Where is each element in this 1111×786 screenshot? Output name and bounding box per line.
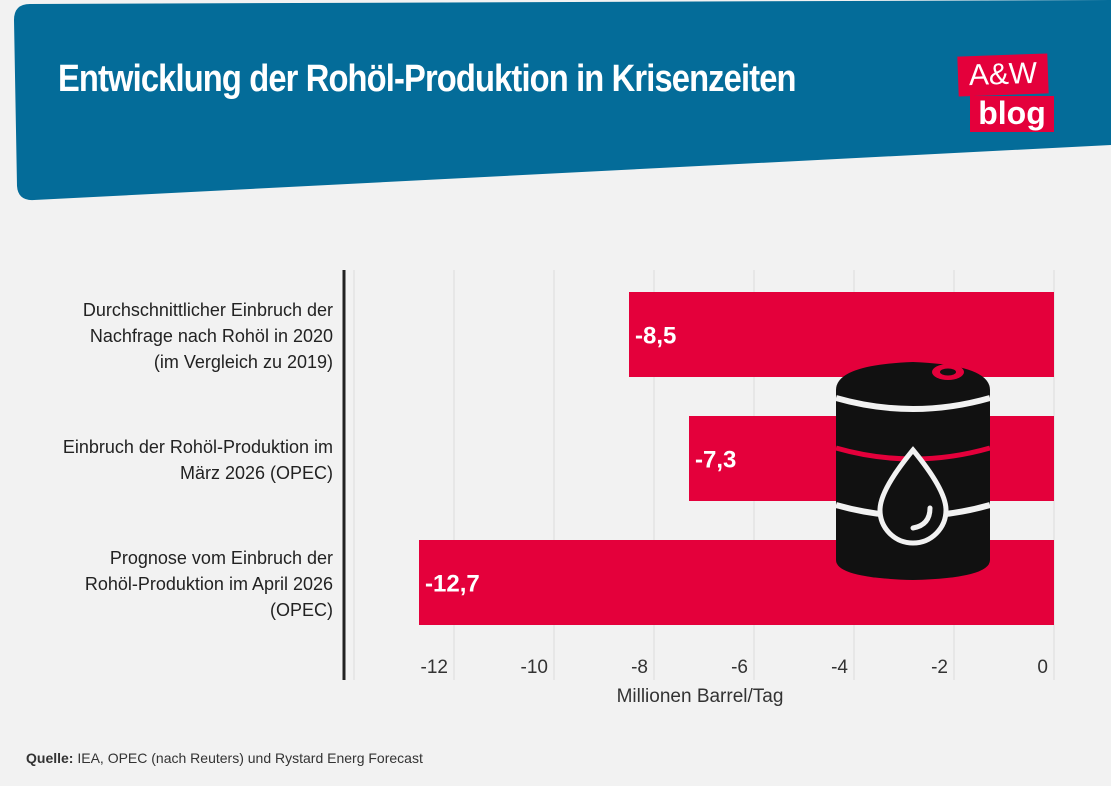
bar bbox=[629, 292, 1054, 377]
category-label-line: Rohöl-Produktion im April 2026 bbox=[84, 573, 333, 594]
header-background bbox=[14, 0, 1111, 201]
source-note: Quelle: IEA, OPEC (nach Reuters) und Rys… bbox=[26, 750, 423, 766]
category-label-line: Nachfrage nach Rohöl in 2020 bbox=[89, 325, 333, 346]
x-tick-label: -6 bbox=[731, 657, 748, 678]
x-tick-label: -8 bbox=[631, 657, 648, 678]
bar-data-label: -8,5 bbox=[635, 323, 676, 350]
category-label-line: (OPEC) bbox=[270, 599, 333, 620]
x-tick-label: 0 bbox=[1037, 657, 1048, 678]
x-tick-label: -12 bbox=[421, 657, 448, 678]
page-title: Entwicklung der Rohöl-Produktion in Kris… bbox=[58, 58, 796, 100]
category-label-line: (im Vergleich zu 2019) bbox=[153, 351, 333, 372]
oil-barrel-icon bbox=[835, 362, 991, 580]
category-label-line: Durchschnittlicher Einbruch der bbox=[82, 299, 333, 320]
source-label: Quelle: bbox=[26, 750, 74, 766]
x-tick-label: -2 bbox=[931, 657, 948, 678]
category-label: Durchschnittlicher Einbruch der Nachfrage… bbox=[83, 297, 333, 375]
category-label-line: Prognose vom Einbruch der bbox=[109, 547, 333, 568]
category-label-line: Einbruch der Rohöl-Produktion im bbox=[62, 436, 333, 457]
x-tick-label: -10 bbox=[521, 657, 548, 678]
source-text: IEA, OPEC (nach Reuters) und Rystard Ene… bbox=[77, 750, 423, 766]
x-axis-label: Millionen Barrel/Tag bbox=[616, 686, 784, 707]
bar-data-label: -12,7 bbox=[425, 571, 480, 598]
category-label: Prognose vom Einbruch der Rohöl-Produktio… bbox=[85, 545, 333, 623]
category-label-line: März 2026 (OPEC) bbox=[179, 462, 333, 483]
x-tick-label: -4 bbox=[831, 657, 848, 678]
bar-data-label: -7,3 bbox=[695, 447, 736, 474]
logo-blog: blog bbox=[970, 96, 1054, 132]
category-label: Einbruch der Rohöl-Produktion im März 202… bbox=[63, 434, 333, 486]
header-banner bbox=[14, 0, 1111, 201]
